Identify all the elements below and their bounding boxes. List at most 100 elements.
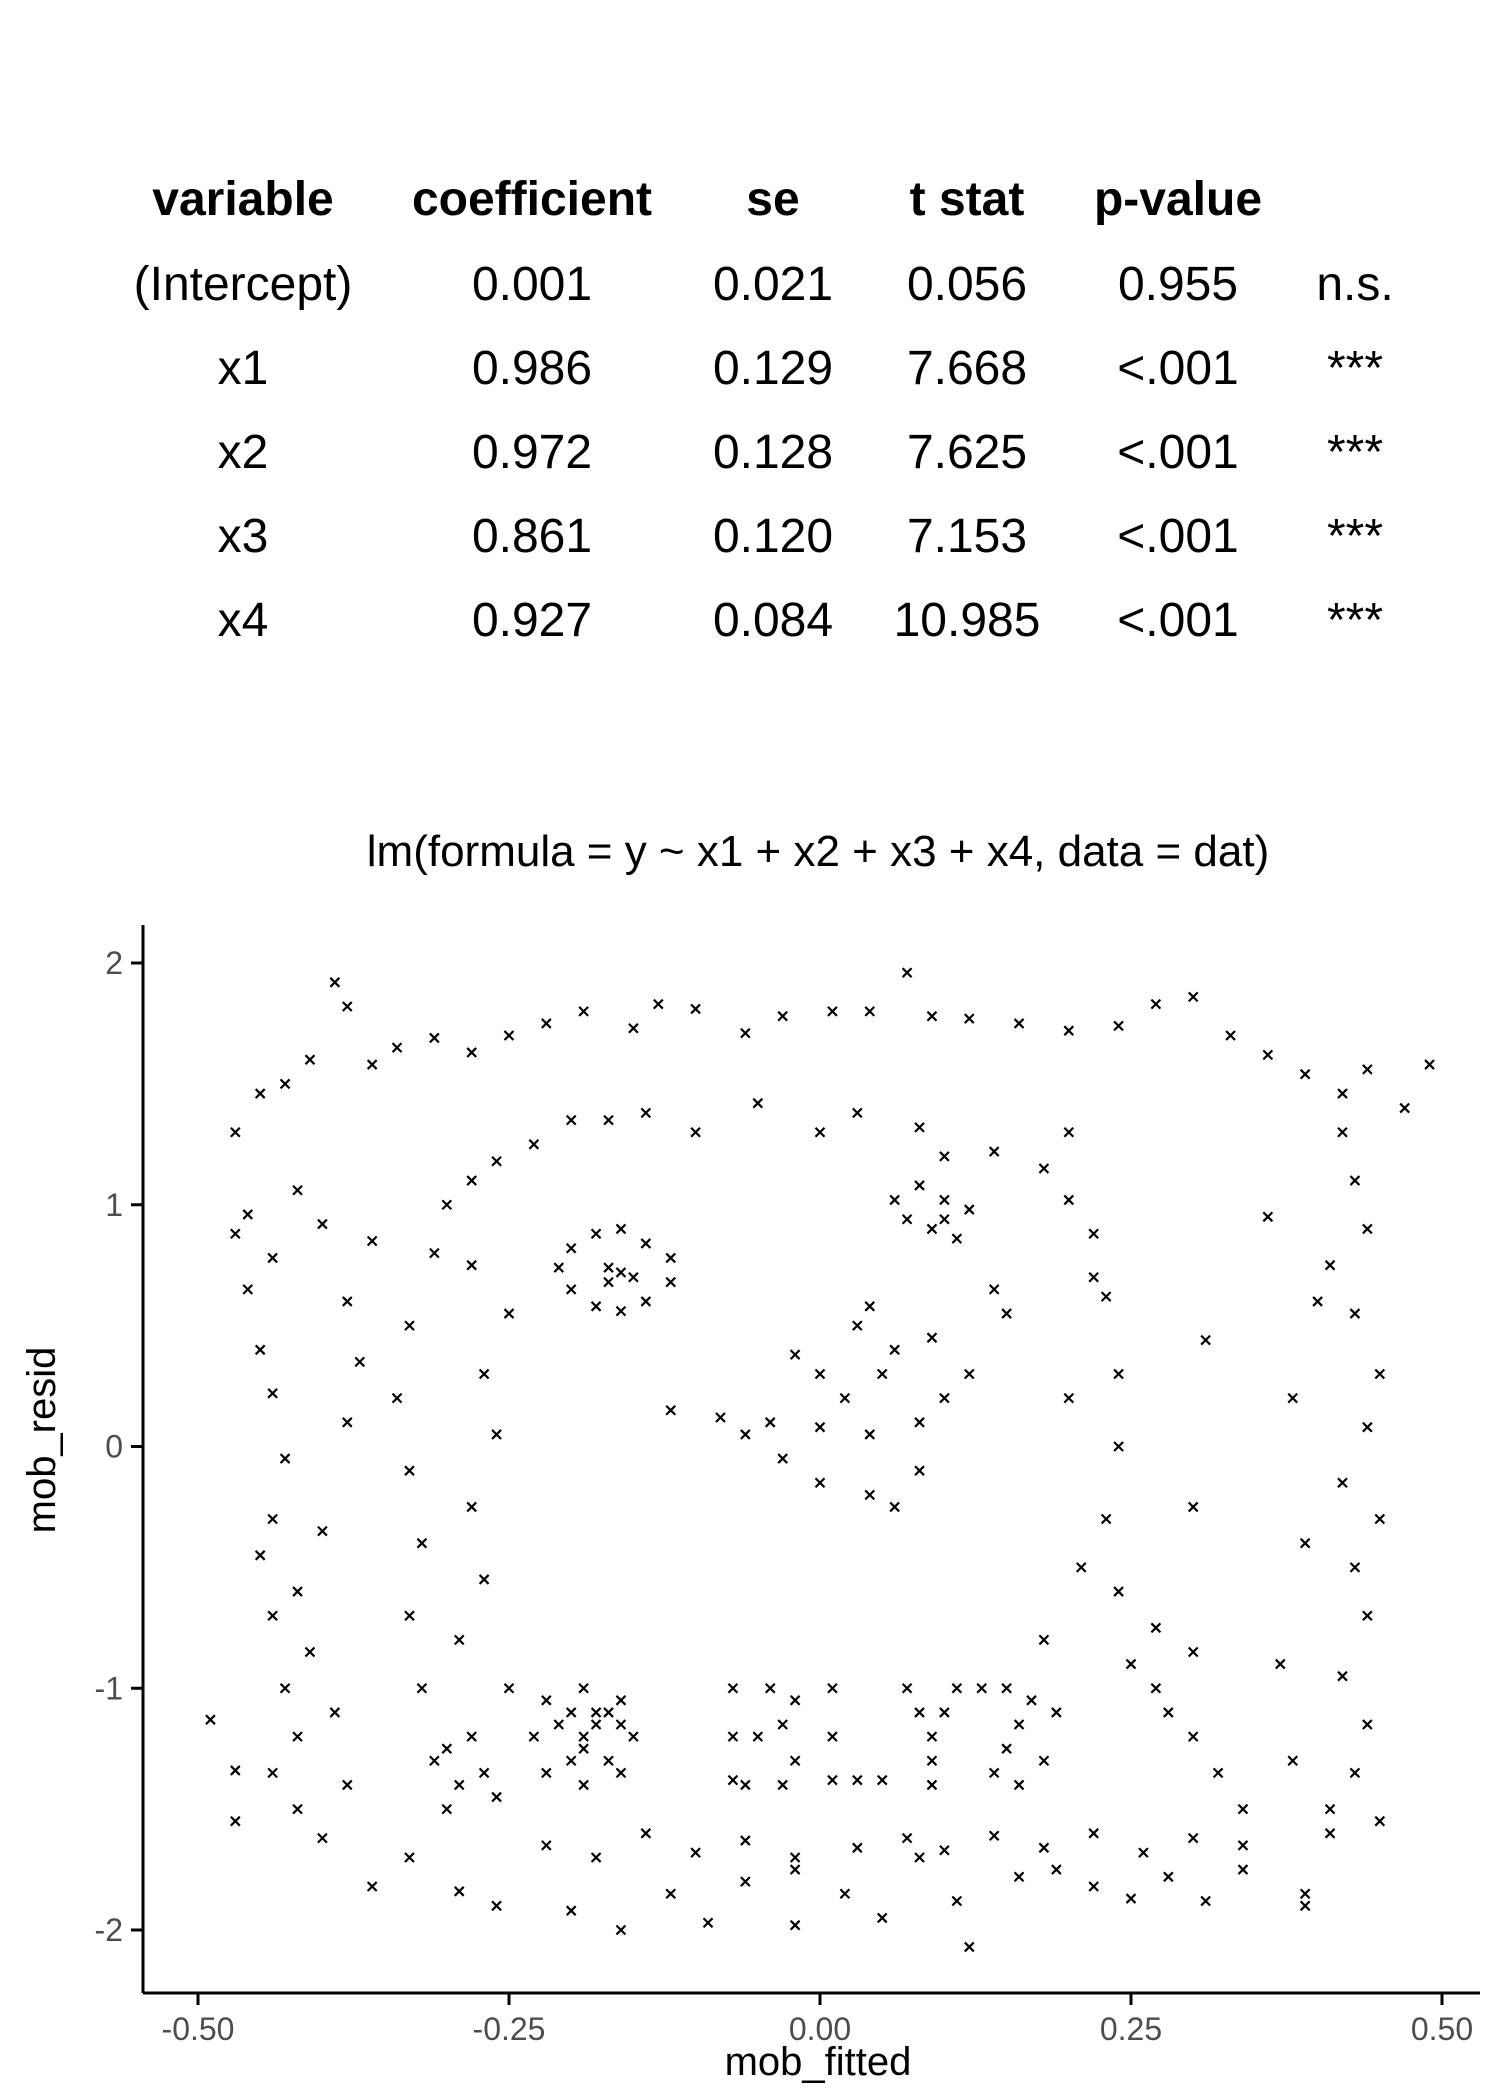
table-cell: *** (1327, 426, 1383, 479)
data-point (205, 1714, 216, 1725)
data-point (279, 1078, 291, 1090)
data-point (628, 1731, 639, 1742)
data-point (478, 1368, 490, 1380)
data-point (404, 1320, 415, 1331)
data-point (864, 1489, 876, 1501)
data-point (852, 1107, 863, 1119)
y-tick-label: -2 (95, 1912, 123, 1948)
data-point (317, 1218, 328, 1230)
data-point (1013, 1779, 1025, 1791)
data-point (267, 1388, 278, 1399)
data-point (777, 1453, 788, 1464)
data-point (1113, 1586, 1124, 1597)
data-point (1237, 1864, 1249, 1875)
data-point (590, 1852, 602, 1863)
x-axis-ticks: -0.50 -0.25 0.00 0.25 0.50 (162, 1993, 1473, 2047)
data-point (653, 998, 664, 1010)
data-point (876, 1774, 888, 1786)
data-point (665, 1888, 676, 1900)
data-point (603, 1755, 614, 1767)
data-point (640, 1107, 652, 1119)
table-cell: x2 (218, 426, 269, 479)
chart-title: lm(formula = y ~ x1 + x2 + x3 + x4, data… (367, 827, 1269, 876)
data-point (466, 1259, 477, 1271)
data-point (988, 1830, 1000, 1841)
data-point (1362, 1421, 1373, 1433)
data-point (491, 1429, 502, 1440)
data-point (1001, 1743, 1012, 1754)
data-point (1187, 1501, 1199, 1513)
data-point (752, 1097, 764, 1109)
data-point (429, 1247, 440, 1259)
data-point (615, 1695, 627, 1706)
data-point (827, 1774, 838, 1786)
table-cell: 0.861 (472, 510, 592, 563)
y-axis-label: mob_resid (20, 1347, 64, 1534)
data-point (964, 1013, 975, 1024)
data-point (939, 1213, 950, 1225)
data-point (1001, 1682, 1012, 1694)
data-point (254, 1344, 266, 1356)
data-point (1163, 1871, 1174, 1883)
data-point (740, 1779, 751, 1791)
table-cell: <.001 (1117, 510, 1238, 563)
data-point (578, 1743, 589, 1754)
data-point (1337, 1670, 1348, 1682)
data-point (914, 1122, 925, 1133)
data-point (1349, 1562, 1361, 1573)
data-point (254, 1550, 266, 1561)
data-point (1138, 1847, 1149, 1858)
x-tick-label: -0.50 (162, 2011, 235, 2047)
data-point (404, 1465, 415, 1476)
data-point (242, 1284, 254, 1295)
table-cell: 7.153 (907, 510, 1027, 563)
data-point (1262, 1049, 1274, 1061)
data-point (1324, 1259, 1336, 1271)
data-point (528, 1139, 540, 1150)
table-cell: 7.625 (907, 426, 1027, 479)
data-point (640, 1238, 652, 1249)
data-point (304, 1054, 316, 1065)
data-point (578, 1779, 589, 1791)
table-cell: <.001 (1117, 594, 1238, 647)
data-point (354, 1356, 365, 1368)
data-point (491, 1900, 502, 1912)
data-point (491, 1155, 502, 1167)
data-point (1374, 1368, 1386, 1380)
data-point (1287, 1392, 1298, 1404)
data-point (789, 1695, 801, 1706)
y-tick-label: -1 (95, 1670, 123, 1706)
data-point (1100, 1513, 1112, 1525)
data-point (814, 1421, 826, 1433)
data-point (503, 1308, 515, 1319)
data-point (267, 1252, 278, 1264)
data-point (1013, 1719, 1025, 1730)
data-point (628, 1022, 639, 1034)
table-cell: 0.927 (472, 594, 592, 647)
data-point (565, 1905, 577, 1916)
data-point (951, 1895, 963, 1907)
data-point (1362, 1610, 1373, 1621)
data-point (839, 1392, 851, 1404)
y-axis-ticks: -2 -1 0 1 2 (95, 945, 143, 1948)
data-point (429, 1755, 440, 1767)
table-cell: 0.056 (907, 258, 1027, 311)
data-point (1038, 1634, 1050, 1646)
data-point (590, 1228, 602, 1240)
data-point (565, 1755, 577, 1767)
data-point (491, 1791, 502, 1803)
data-point (1001, 1308, 1012, 1319)
data-point (1063, 1126, 1075, 1138)
data-point (416, 1682, 428, 1694)
data-point (926, 1779, 938, 1791)
table-cell: *** (1327, 594, 1383, 647)
data-point (366, 1235, 378, 1247)
data-point (565, 1284, 577, 1295)
data-point (615, 1719, 627, 1730)
table-cell: x1 (218, 342, 269, 395)
data-point (279, 1453, 291, 1464)
data-point (777, 1779, 788, 1791)
data-point (590, 1707, 602, 1718)
data-point (827, 1731, 838, 1742)
